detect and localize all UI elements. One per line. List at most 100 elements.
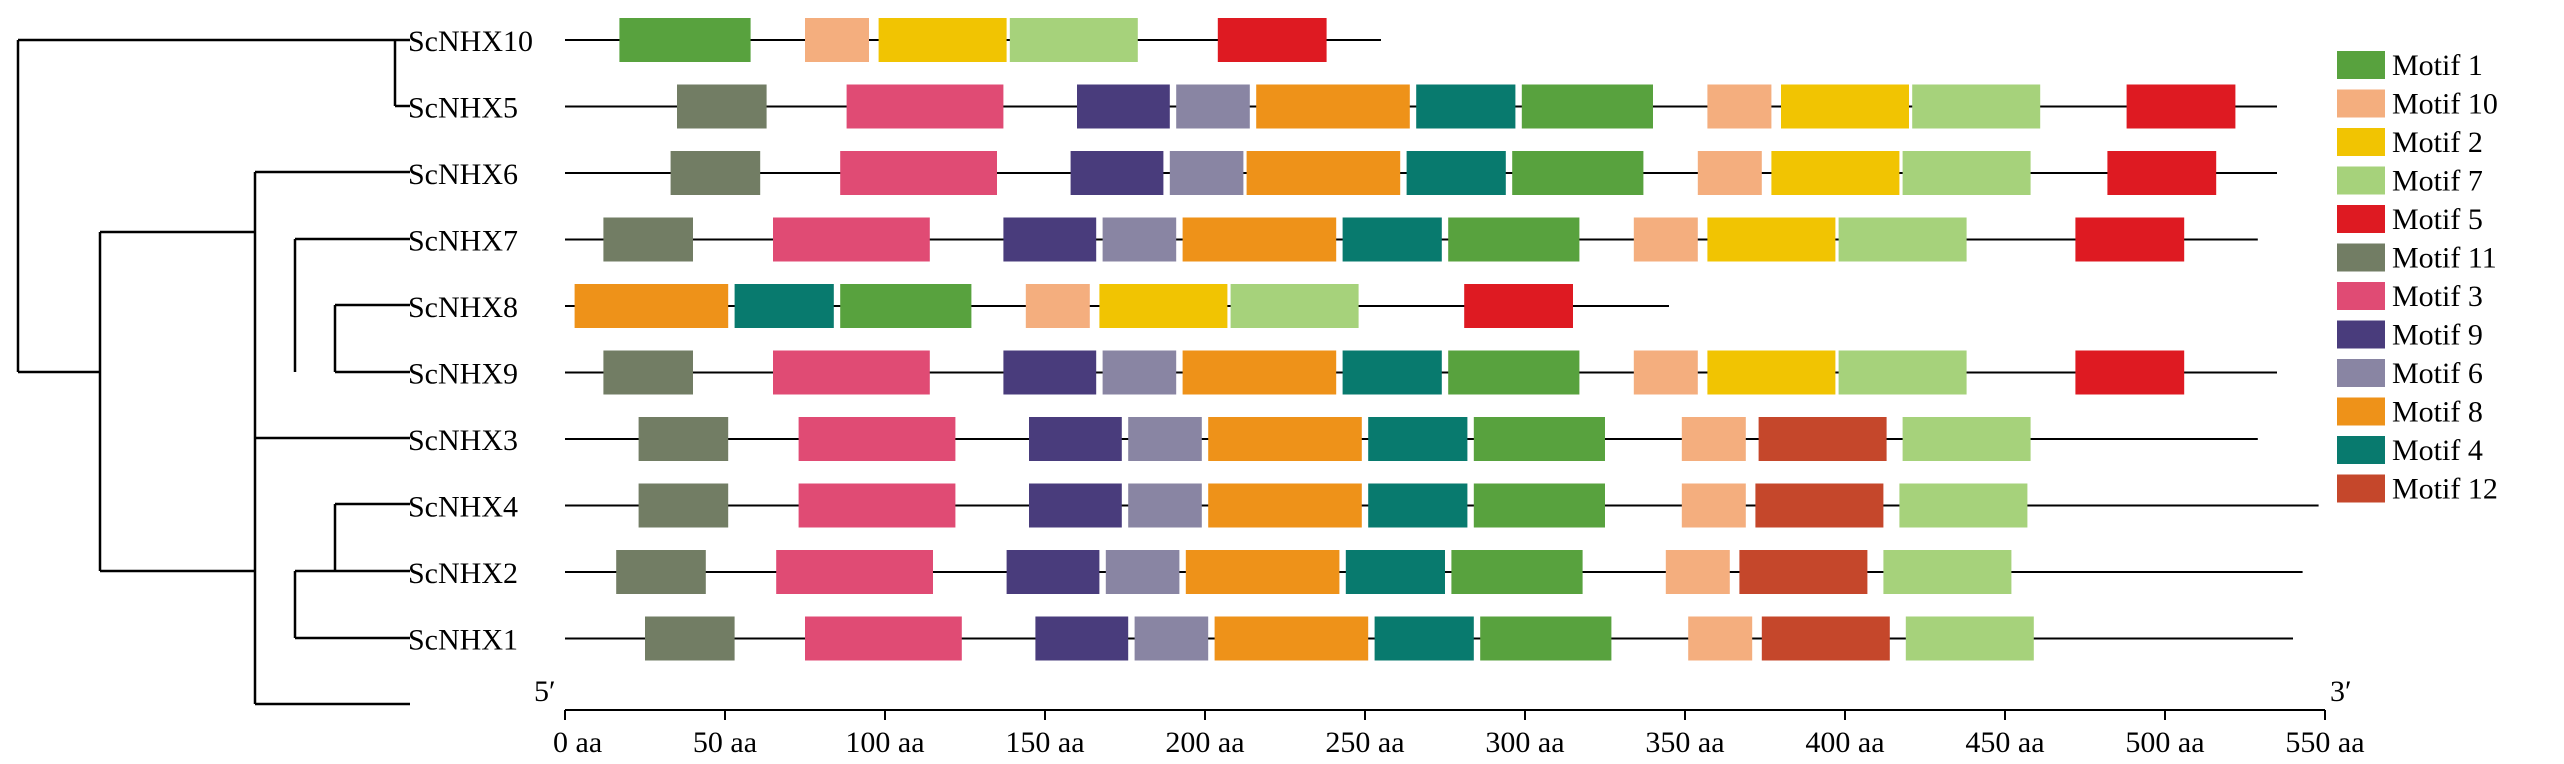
motif-2-box (1707, 350, 1836, 395)
legend-swatch (2337, 166, 2385, 195)
motif-3-box (773, 217, 930, 262)
legend-label: Motif 2 (2392, 126, 2483, 159)
legend-label: Motif 6 (2392, 357, 2483, 390)
motif-6-box (1169, 151, 1244, 195)
axis-tick-label: 250 aa (1325, 726, 1404, 759)
motif-3-box (805, 616, 962, 661)
legend-label: Motif 9 (2392, 319, 2483, 352)
axis-tick-label: 350 aa (1645, 726, 1724, 759)
motif-6-box (1128, 483, 1202, 528)
motif-9-box (1035, 616, 1129, 661)
legend-item: Motif 5 (2337, 203, 2483, 236)
motif-5-box (2126, 84, 2236, 129)
motif-11-box (670, 151, 761, 195)
motif-1-box (1448, 350, 1580, 395)
motif-8-box (1246, 151, 1401, 195)
axis-tick-label: 50 aa (693, 726, 757, 759)
motif-11-box (645, 616, 735, 661)
motif-4-box (1342, 350, 1442, 395)
motif-6-box (1176, 84, 1250, 129)
motif-1-box (619, 18, 751, 62)
motif-9-box (1070, 151, 1164, 195)
motif-8-box (1182, 217, 1337, 262)
motif-1-box (1448, 217, 1580, 262)
motif-10-box (1633, 217, 1698, 262)
motif-8-box (1208, 417, 1362, 461)
gene-label: ScNHX1 (408, 624, 518, 657)
legend-item: Motif 11 (2337, 242, 2497, 275)
motif-7-box (1902, 151, 2031, 195)
gene-track (565, 417, 2258, 461)
motif-2-box (1707, 217, 1836, 262)
length-axis: 5′ 3′ 0 aa 50 aa 100 aa 150 aa 200 aa 250 aa 300… (534, 675, 2365, 759)
motif-2-box (878, 18, 1007, 62)
motif-8-box (1214, 616, 1369, 661)
gene-label: ScNHX2 (408, 557, 518, 590)
motif-10-box (1707, 84, 1772, 129)
gene-track (565, 550, 2303, 594)
legend-swatch (2337, 397, 2385, 426)
legend-swatch (2337, 51, 2385, 79)
gene-label: ScNHX5 (408, 92, 518, 125)
motif-6-box (1128, 417, 1202, 461)
legend-swatch (2337, 320, 2385, 349)
gene-track (565, 84, 2277, 129)
legend-swatch (2337, 282, 2385, 310)
axis-tick-label: 500 aa (2125, 726, 2204, 759)
motif-10-box (1633, 350, 1698, 395)
legend-item: Motif 2 (2337, 126, 2483, 159)
motif-8-box (1256, 84, 1410, 129)
motif-8-box (1208, 483, 1362, 528)
motif-11-box (638, 483, 729, 528)
motif-3-box (776, 550, 933, 594)
motif-11-box (616, 550, 706, 594)
motif-10-box (1681, 417, 1746, 461)
gene-label: ScNHX9 (408, 358, 518, 391)
motif-10-box (805, 18, 869, 62)
motif-9-box (1003, 217, 1097, 262)
motif-5-box (2107, 151, 2217, 195)
gene-track (565, 350, 2277, 395)
legend-label: Motif 7 (2392, 165, 2483, 198)
motif-1-box (840, 284, 972, 328)
legend-swatch (2337, 128, 2385, 156)
legend-item: Motif 8 (2337, 396, 2483, 429)
motif-9-box (1077, 84, 1170, 129)
motif-4-box (1416, 84, 1516, 129)
gene-label: ScNHX10 (408, 25, 533, 58)
axis-end-label: 3′ (2330, 675, 2352, 708)
legend-label: Motif 3 (2392, 280, 2483, 313)
motif-5-box (1217, 18, 1327, 62)
axis-tick-label: 300 aa (1485, 726, 1564, 759)
legend-item: Motif 10 (2337, 88, 2498, 121)
legend-item: Motif 4 (2337, 434, 2483, 467)
gene-track (565, 483, 2319, 528)
legend-label: Motif 5 (2392, 203, 2483, 236)
gene-label: ScNHX6 (408, 158, 518, 191)
motif-7-box (1838, 350, 1967, 395)
legend-item: Motif 6 (2337, 357, 2483, 390)
motif-8-box (574, 284, 729, 328)
motif-4-box (1345, 550, 1445, 594)
motif-1-box (1521, 84, 1653, 129)
gene-track (565, 18, 1381, 62)
axis-tick-label: 100 aa (845, 726, 924, 759)
motif-12-box (1755, 483, 1884, 528)
legend-swatch (2337, 359, 2385, 387)
legend-item: Motif 7 (2337, 165, 2483, 198)
legend-item: Motif 9 (2337, 319, 2483, 352)
motif-9-box (1029, 417, 1122, 461)
legend-label: Motif 8 (2392, 396, 2483, 429)
motif-9-box (1029, 483, 1122, 528)
motif-9-box (1003, 350, 1097, 395)
axis-tick-label: 200 aa (1165, 726, 1244, 759)
motif-7-box (1899, 483, 2028, 528)
motif-3-box (798, 483, 956, 528)
motif-4-box (1368, 417, 1468, 461)
legend-item: Motif 1 (2337, 49, 2483, 82)
motif-12-box (1758, 417, 1887, 461)
gene-tracks (565, 18, 2319, 661)
motif-10-box (1681, 483, 1746, 528)
motif-5-box (2075, 350, 2185, 395)
